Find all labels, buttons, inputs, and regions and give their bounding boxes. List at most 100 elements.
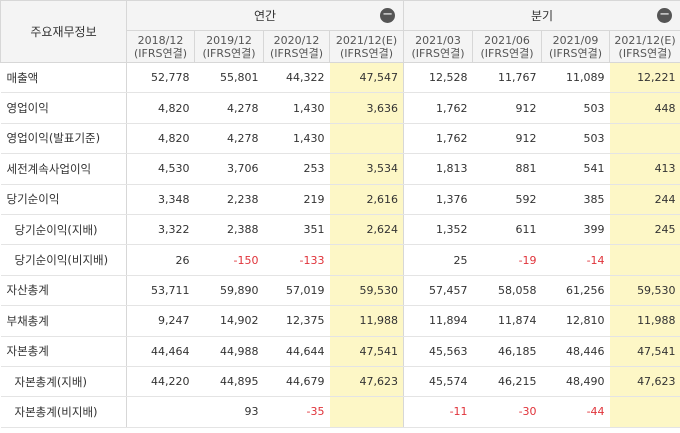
period-basis: (IFRS연결) bbox=[549, 46, 603, 60]
table-cell: 12,375 bbox=[263, 305, 330, 337]
table-cell: 881 bbox=[472, 153, 542, 185]
period-basis: (IFRS연결) bbox=[202, 46, 256, 60]
period-date: 2019/12 bbox=[206, 33, 252, 47]
table-cell: 47,541 bbox=[609, 336, 680, 367]
table-cell: -30 bbox=[472, 396, 542, 428]
table-cell: 47,547 bbox=[329, 61, 405, 94]
table-cell: 1,762 bbox=[403, 123, 473, 155]
table-row: 자산총계 53,711 59,890 57,019 59,530 57,457 58,058… bbox=[0, 275, 680, 307]
row-label: 자산총계 bbox=[0, 275, 127, 307]
table-cell: 2,616 bbox=[329, 184, 405, 215]
table-cell bbox=[609, 396, 680, 428]
table-cell bbox=[609, 244, 680, 276]
table-row: 자본총계 44,464 44,988 44,644 47,541 45,563 46,185… bbox=[0, 336, 680, 367]
row-label: 매출액 bbox=[0, 61, 127, 94]
table-cell: 9,247 bbox=[126, 305, 195, 337]
table-cell: 44,322 bbox=[263, 61, 330, 94]
row-label: 자본총계 bbox=[0, 336, 127, 367]
table-cell: 3,706 bbox=[194, 153, 264, 185]
table-cell: 385 bbox=[541, 184, 610, 215]
period-date: 2021/06 bbox=[484, 33, 530, 47]
period-header: 2021/06 (IFRS연결) bbox=[472, 30, 543, 63]
table-cell bbox=[329, 396, 405, 428]
table-cell: 611 bbox=[472, 214, 542, 246]
table-cell: 3,322 bbox=[126, 214, 195, 246]
table-cell: 3,636 bbox=[329, 92, 405, 124]
table-cell bbox=[329, 123, 405, 155]
collapse-annual-minus-icon[interactable]: − bbox=[380, 8, 396, 23]
table-cell: 47,623 bbox=[329, 366, 405, 398]
table-cell: 592 bbox=[472, 184, 542, 215]
table-cell: 48,490 bbox=[541, 366, 610, 398]
table-cell: 4,278 bbox=[194, 92, 264, 124]
table-cell: 53,711 bbox=[126, 275, 195, 307]
period-header: 2018/12 (IFRS연결) bbox=[126, 30, 195, 63]
table-cell: 44,988 bbox=[194, 336, 264, 367]
table-cell: 244 bbox=[609, 184, 680, 215]
period-header: 2021/12(E) (IFRS연결) bbox=[328, 30, 405, 63]
period-header: 2021/12(E) (IFRS연결) bbox=[609, 30, 680, 63]
table-cell: 1,352 bbox=[403, 214, 473, 246]
table-cell: 448 bbox=[609, 92, 680, 124]
table-cell: 1,376 bbox=[403, 184, 473, 215]
collapse-quarterly-minus-icon[interactable]: − bbox=[657, 8, 673, 23]
table-cell: 59,530 bbox=[609, 275, 680, 307]
table-cell: 3,534 bbox=[329, 153, 405, 185]
table-cell bbox=[609, 123, 680, 155]
table-cell: 61,256 bbox=[541, 275, 610, 307]
table-cell: 1,430 bbox=[263, 123, 330, 155]
table-cell: 541 bbox=[541, 153, 610, 185]
table-cell: 45,574 bbox=[403, 366, 473, 398]
table-cell: 44,220 bbox=[126, 366, 195, 398]
table-cell: 4,278 bbox=[194, 123, 264, 155]
table-row: 부채총계 9,247 14,902 12,375 11,988 11,894 11,874 1… bbox=[0, 305, 680, 337]
period-header: 2021/03 (IFRS연결) bbox=[403, 30, 474, 63]
row-label: 자본총계(지배) bbox=[0, 366, 127, 398]
period-header: 2020/12 (IFRS연결) bbox=[263, 30, 330, 63]
table-cell: 11,089 bbox=[541, 61, 610, 94]
table-cell: 2,624 bbox=[329, 214, 405, 246]
table-cell: 44,464 bbox=[126, 336, 195, 367]
table-body: 매출액 52,778 55,801 44,322 47,547 12,528 11,767 1… bbox=[0, 61, 680, 428]
table-cell: 11,767 bbox=[472, 61, 542, 94]
row-label: 당기순이익(비지배) bbox=[0, 244, 127, 276]
table-cell: 44,644 bbox=[263, 336, 330, 367]
table-cell: 912 bbox=[472, 92, 542, 124]
table-cell: 59,530 bbox=[329, 275, 405, 307]
period-basis: (IFRS연결) bbox=[340, 46, 394, 60]
table-row: 세전계속사업이익 4,530 3,706 253 3,534 1,813 881 541 413 bbox=[0, 153, 680, 185]
table-cell: -14 bbox=[541, 244, 610, 276]
period-basis: (IFRS연결) bbox=[133, 46, 188, 60]
table-cell: 1,430 bbox=[263, 92, 330, 124]
table-cell: 4,820 bbox=[126, 92, 195, 124]
table-cell bbox=[126, 396, 195, 428]
table-cell: 14,902 bbox=[194, 305, 264, 337]
row-label: 당기순이익(지배) bbox=[0, 214, 127, 246]
period-header: 2021/09 (IFRS연결) bbox=[541, 30, 611, 63]
table-row: 당기순이익(비지배) 26 -150 -133 25 -19 -14 bbox=[0, 244, 680, 276]
table-row: 자본총계(비지배) 93 -35 -11 -30 -44 bbox=[0, 396, 680, 428]
table-row: 영업이익(발표기준) 4,820 4,278 1,430 1,762 912 503 bbox=[0, 123, 680, 155]
table-row: 당기순이익 3,348 2,238 219 2,616 1,376 592 385 244 bbox=[0, 184, 680, 215]
table-cell: 2,238 bbox=[194, 184, 264, 215]
table-cell: 1,813 bbox=[403, 153, 473, 185]
table-row: 영업이익 4,820 4,278 1,430 3,636 1,762 912 503 448 bbox=[0, 92, 680, 124]
period-date: 2020/12 bbox=[273, 33, 320, 47]
row-label: 영업이익(발표기준) bbox=[0, 123, 127, 155]
table-cell: 48,446 bbox=[541, 336, 610, 367]
annual-label: 연간 bbox=[253, 9, 277, 23]
period-basis: (IFRS연결) bbox=[269, 46, 324, 60]
period-header: 2019/12 (IFRS연결) bbox=[194, 30, 264, 63]
table-cell: 11,874 bbox=[472, 305, 542, 337]
table-cell: 26 bbox=[126, 244, 195, 276]
table-cell: 503 bbox=[541, 123, 610, 155]
table-cell: 47,541 bbox=[329, 336, 405, 367]
row-label: 영업이익 bbox=[0, 92, 127, 124]
annual-group-header: 연간 − bbox=[125, 0, 405, 31]
period-date: 2021/12(E) bbox=[614, 33, 676, 47]
table-cell: -44 bbox=[541, 396, 610, 428]
period-date: 2021/03 bbox=[415, 33, 461, 47]
row-label: 세전계속사업이익 bbox=[0, 153, 127, 185]
table-cell: 399 bbox=[541, 214, 610, 246]
table-cell: 46,215 bbox=[472, 366, 542, 398]
